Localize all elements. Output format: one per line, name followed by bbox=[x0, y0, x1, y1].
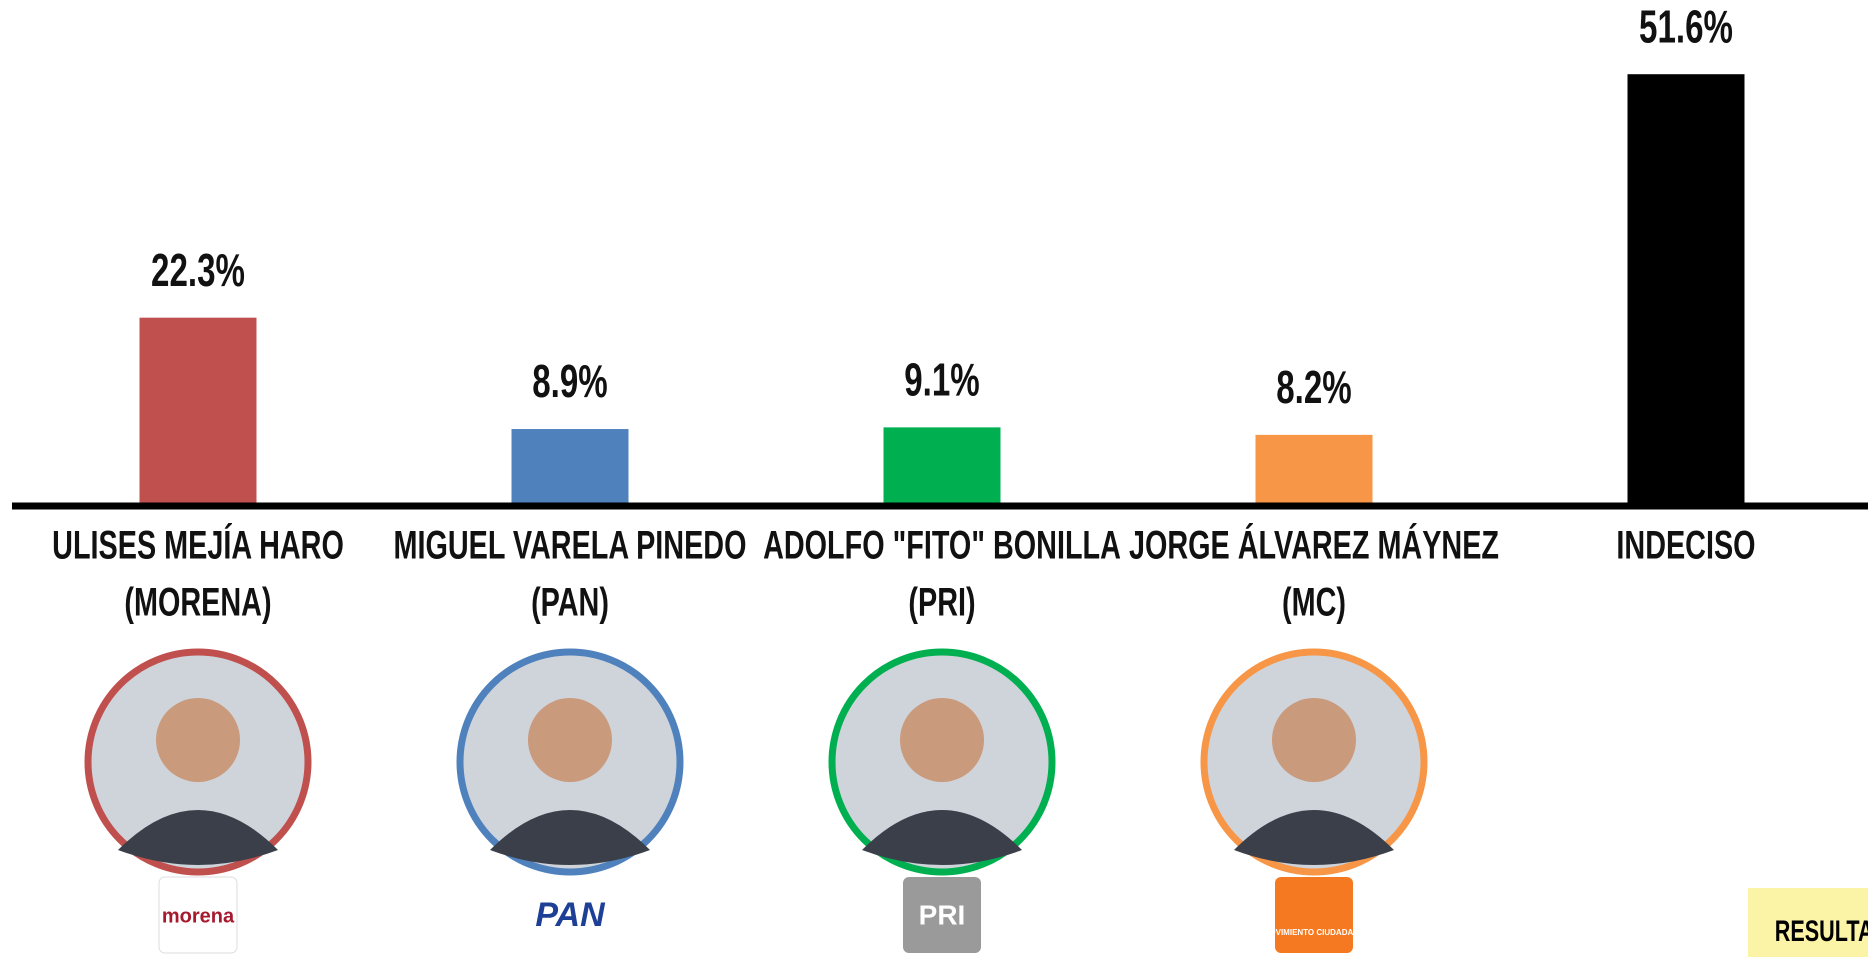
bar bbox=[139, 317, 257, 503]
value-label: 9.1% bbox=[904, 355, 979, 405]
tag-box bbox=[1748, 888, 1868, 957]
photo-head bbox=[900, 698, 984, 782]
photo-body bbox=[490, 810, 650, 865]
footer-tag: RESULTAD bbox=[1775, 913, 1868, 947]
party-logo bbox=[531, 877, 609, 953]
party-logo-text: morena bbox=[162, 905, 235, 927]
party-logo-text: PRI bbox=[919, 899, 966, 930]
photo-head bbox=[156, 698, 240, 782]
value-label: 51.6% bbox=[1639, 2, 1733, 52]
party-logo-text: PAN bbox=[535, 896, 606, 934]
photo-body bbox=[118, 810, 278, 865]
value-label: 8.9% bbox=[532, 357, 607, 407]
value-label: 8.2% bbox=[1276, 363, 1351, 413]
bar bbox=[511, 429, 629, 503]
party-logo bbox=[903, 877, 981, 953]
value-label: 22.3% bbox=[151, 246, 245, 296]
party-logo bbox=[1275, 877, 1353, 953]
bar bbox=[1255, 434, 1373, 503]
photo-body bbox=[1234, 810, 1394, 865]
category-label: MIGUEL VARELA PINEDO (PAN) bbox=[393, 523, 746, 625]
bar bbox=[883, 427, 1001, 503]
photo-body bbox=[862, 810, 1022, 865]
bar bbox=[1627, 74, 1745, 503]
party-logo bbox=[158, 876, 238, 954]
photo-head bbox=[1272, 698, 1356, 782]
category-label: ADOLFO "FITO" BONILLA (PRI) bbox=[763, 523, 1121, 625]
category-label: INDECISO bbox=[1616, 523, 1755, 568]
photo-head bbox=[528, 698, 612, 782]
category-label: JORGE ÁLVAREZ MÁYNEZ (MC) bbox=[1129, 522, 1499, 625]
party-logo-text: MOVIMIENTO CIUDADANO bbox=[1263, 928, 1366, 937]
category-label: ULISES MEJÍA HARO (MORENA) bbox=[52, 522, 344, 625]
